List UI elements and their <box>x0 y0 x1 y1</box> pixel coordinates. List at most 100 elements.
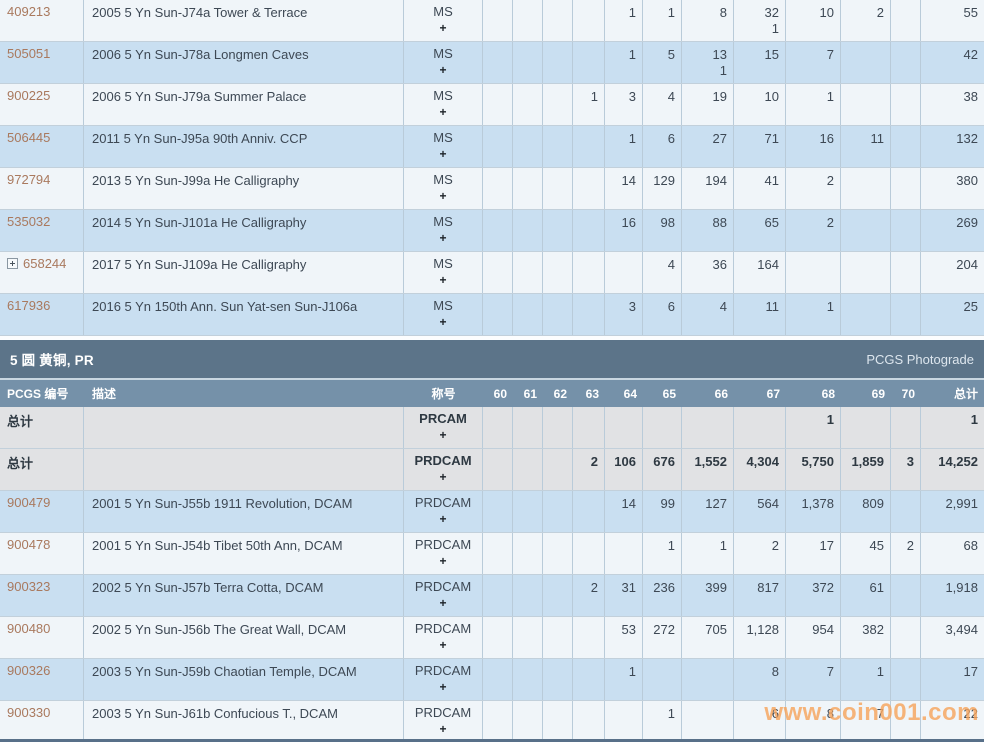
grade-plus-count <box>573 722 598 738</box>
grade-plus-count <box>573 273 598 289</box>
grade-count <box>891 88 914 105</box>
grade-plus-count <box>734 147 779 163</box>
grade-count: 809 <box>862 496 884 511</box>
grade-65-count-cell: 236 <box>643 575 682 616</box>
grade-62-count-cell <box>543 42 573 83</box>
pcgs-number-link[interactable]: 900478 <box>7 537 51 552</box>
grade-count <box>891 4 914 21</box>
grade-plus-count <box>513 273 536 289</box>
grade-count <box>543 46 566 63</box>
grade-count: 11 <box>870 131 885 146</box>
grade-60-count-cell <box>483 84 513 125</box>
grade-plus-count <box>891 428 914 444</box>
grade-67-count-cell: 1,128 <box>734 617 786 658</box>
grade-plus-count <box>786 512 834 528</box>
grade-68-count-cell: 16 <box>786 126 841 167</box>
pcgs-number-link[interactable]: 658244 <box>23 256 67 271</box>
pcgs-number-link[interactable]: 900323 <box>7 579 51 594</box>
grade-plus-count <box>891 470 914 486</box>
grade-61-count-cell <box>513 126 543 167</box>
grade-66-count-cell: 399 <box>682 575 734 616</box>
grade-count <box>543 663 566 680</box>
grade-count: 8 <box>826 706 834 721</box>
grade-61-count-cell <box>513 294 543 335</box>
grade-69-count-cell <box>841 407 891 448</box>
grade-count <box>891 621 914 638</box>
coin-description: 2011 5 Yn Sun-J95a 90th Anniv. CCP <box>84 126 404 167</box>
coin-description-text <box>92 411 397 428</box>
grade-count <box>891 172 914 189</box>
pcgs-number-link[interactable]: 535032 <box>7 214 51 229</box>
pcgs-number-link[interactable]: 506445 <box>7 130 51 145</box>
designation-label: MS <box>433 214 453 229</box>
grade-70-count-cell: 2 <box>891 533 921 574</box>
grade-count: 272 <box>653 622 675 637</box>
pcgs-number-link[interactable]: 900330 <box>7 705 51 720</box>
grade-68-count-cell: 1,378 <box>786 491 841 532</box>
grade-61-count-cell <box>513 210 543 251</box>
pcgs-number-link[interactable]: 409213 <box>7 4 51 19</box>
grade-66-count-cell: 27 <box>682 126 734 167</box>
pcgs-number-link[interactable]: 900479 <box>7 495 51 510</box>
grade-plus-count <box>483 680 506 696</box>
grade-68-count-cell: 1 <box>786 294 841 335</box>
grade-64-count-cell: 31 <box>605 575 643 616</box>
grade-plus-count <box>734 680 779 696</box>
grade-67-count-cell: 164 <box>734 252 786 293</box>
pcgs-number-link[interactable]: 617936 <box>7 298 51 313</box>
grade-plus-count <box>786 63 834 79</box>
coin-description-text: 2002 5 Yn Sun-J56b The Great Wall, DCAM <box>92 622 347 637</box>
grade-count: 65 <box>764 215 779 230</box>
header-grade-62: 62 <box>553 386 567 401</box>
grade-count <box>841 256 884 273</box>
grade-67-count-cell <box>734 407 786 448</box>
grade-count <box>543 4 566 21</box>
grade-plus-count <box>513 189 536 205</box>
coin-description-text: 2006 5 Yn Sun-J79a Summer Palace <box>92 89 307 104</box>
total-count: 1 <box>970 412 978 427</box>
grade-60-count-cell <box>483 575 513 616</box>
pcgs-number-link[interactable]: 900326 <box>7 663 51 678</box>
designation-cell: PRCAM + <box>404 407 483 448</box>
grade-64-count-cell: 106 <box>605 449 643 490</box>
pcgs-number-cell: 900323 <box>0 575 84 616</box>
grade-plus-count <box>543 63 566 79</box>
expand-icon[interactable] <box>7 258 18 269</box>
pr-section-header: 5 圆 黄铜, PR PCGS Photograde <box>0 340 984 380</box>
header-grade-68: 68 <box>821 386 835 401</box>
grade-count: 6 <box>667 131 675 146</box>
total-count-cell: 55 <box>921 0 984 41</box>
grade-66-count-cell <box>682 701 734 742</box>
grade-plus-count <box>573 512 598 528</box>
grade-67-count-cell: 15 <box>734 42 786 83</box>
grade-plus-count <box>786 315 834 331</box>
pcgs-number-link[interactable]: 972794 <box>7 172 51 187</box>
photograde-link[interactable]: PCGS Photograde <box>866 351 974 367</box>
pcgs-number-link[interactable]: 900225 <box>7 88 51 103</box>
grade-64-count-cell: 14 <box>605 168 643 209</box>
grade-count: 10 <box>819 5 834 20</box>
header-designation: 称号 <box>431 387 456 401</box>
grade-count <box>605 705 636 722</box>
pcgs-number-link[interactable]: 900480 <box>7 621 51 636</box>
grade-plus-count <box>643 273 675 289</box>
pcgs-number-cell: 总计 <box>0 407 84 448</box>
grade-plus-count <box>513 722 536 738</box>
grade-plus-count <box>682 722 727 738</box>
pcgs-number-cell: 658244 <box>0 252 84 293</box>
header-grade-70: 70 <box>901 386 915 401</box>
grade-67-count-cell: 817 <box>734 575 786 616</box>
grade-count: 194 <box>705 173 727 188</box>
grade-count: 4 <box>667 257 675 272</box>
grade-plus-count <box>786 273 834 289</box>
grade-count <box>891 663 914 680</box>
designation-cell: PRDCAM + <box>404 617 483 658</box>
grade-count <box>513 298 536 315</box>
grade-67-count-cell: 8 <box>734 659 786 700</box>
pcgs-number-link[interactable]: 505051 <box>7 46 51 61</box>
grade-count <box>543 130 566 147</box>
grade-65-count-cell: 676 <box>643 449 682 490</box>
grade-count <box>483 537 506 554</box>
grade-count: 1 <box>667 538 675 553</box>
designation-label: PRCAM <box>419 411 467 426</box>
